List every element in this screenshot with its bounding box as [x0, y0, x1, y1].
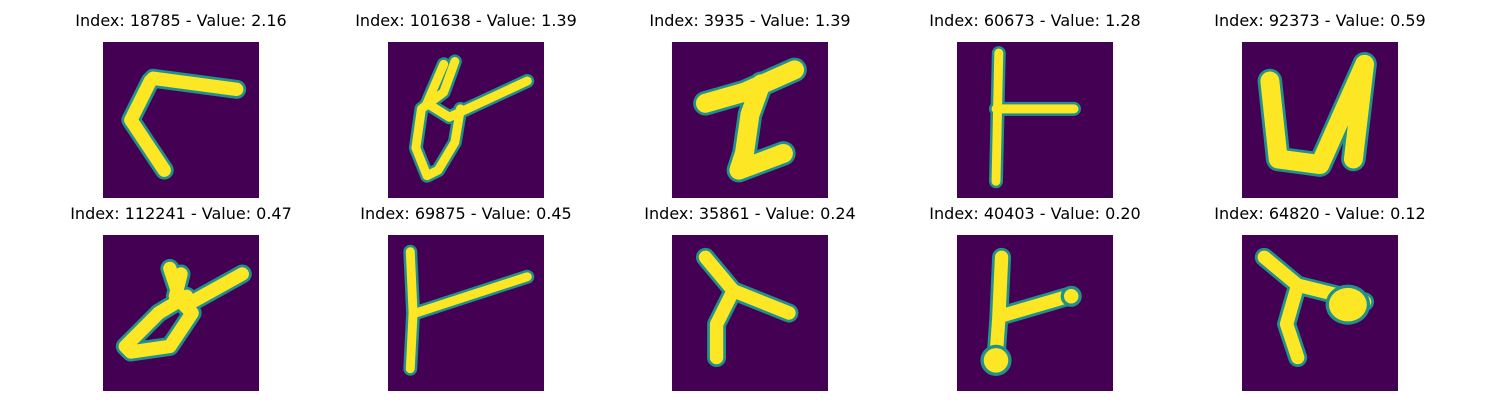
panel-title-5: Index: 92373 - Value: 0.59: [1214, 11, 1426, 30]
glyph-image-7: [388, 235, 544, 391]
glyph-image-10: [1242, 235, 1398, 391]
panel-title-4: Index: 60673 - Value: 1.28: [929, 11, 1141, 30]
glyph-stroke-core: [118, 261, 249, 359]
panel-title-8: Index: 35861 - Value: 0.24: [644, 204, 856, 223]
panel-title-1: Index: 18785 - Value: 2.16: [75, 11, 287, 30]
glyph-stroke-core: [698, 250, 796, 365]
panel-title-9: Index: 40403 - Value: 0.20: [929, 204, 1141, 223]
glyph-stroke-core: [1260, 54, 1375, 175]
image-panel-5: Index: 92373 - Value: 0.59: [1214, 12, 1426, 198]
panel-title-2: Index: 101638 - Value: 1.39: [355, 11, 577, 30]
glyph-image-6: [103, 235, 259, 391]
image-panel-4: Index: 60673 - Value: 1.28: [929, 12, 1141, 198]
glyph-image-5: [1242, 42, 1398, 198]
glyph-stroke-core: [991, 48, 1079, 186]
glyph-background: [957, 42, 1113, 198]
glyph-image-9: [957, 235, 1113, 391]
glyph-stroke-core: [989, 250, 1076, 365]
image-panel-7: Index: 69875 - Value: 0.45: [360, 205, 572, 391]
panel-title-6: Index: 112241 - Value: 0.47: [70, 204, 292, 223]
panel-title-10: Index: 64820 - Value: 0.12: [1214, 204, 1426, 223]
glyph-stroke-core: [124, 71, 244, 177]
glyph-stroke-core: [411, 57, 532, 181]
image-panel-6: Index: 112241 - Value: 0.47: [70, 205, 292, 391]
glyph-stroke-core: [405, 247, 532, 374]
glyph-image-4: [957, 42, 1113, 198]
glyph-image-8: [672, 235, 828, 391]
image-panel-1: Index: 18785 - Value: 2.16: [75, 12, 287, 198]
glyph-stroke-core: [695, 60, 805, 180]
image-panel-2: Index: 101638 - Value: 1.39: [355, 12, 577, 198]
glyph-image-3: [672, 42, 828, 198]
glyph-image-1: [103, 42, 259, 198]
panel-title-3: Index: 3935 - Value: 1.39: [649, 11, 851, 30]
glyph-image-2: [388, 42, 544, 198]
glyph-blob-core: [983, 348, 1009, 373]
glyph-blob-core: [1328, 287, 1367, 322]
glyph-background: [388, 42, 544, 198]
image-panel-3: Index: 3935 - Value: 1.39: [649, 12, 851, 198]
image-panel-9: Index: 40403 - Value: 0.20: [929, 205, 1141, 391]
image-panel-10: Index: 64820 - Value: 0.12: [1214, 205, 1426, 391]
image-panel-8: Index: 35861 - Value: 0.24: [644, 205, 856, 391]
glyph-background: [672, 235, 828, 391]
glyph-blob-core: [1063, 289, 1079, 304]
panel-title-7: Index: 69875 - Value: 0.45: [360, 204, 572, 223]
